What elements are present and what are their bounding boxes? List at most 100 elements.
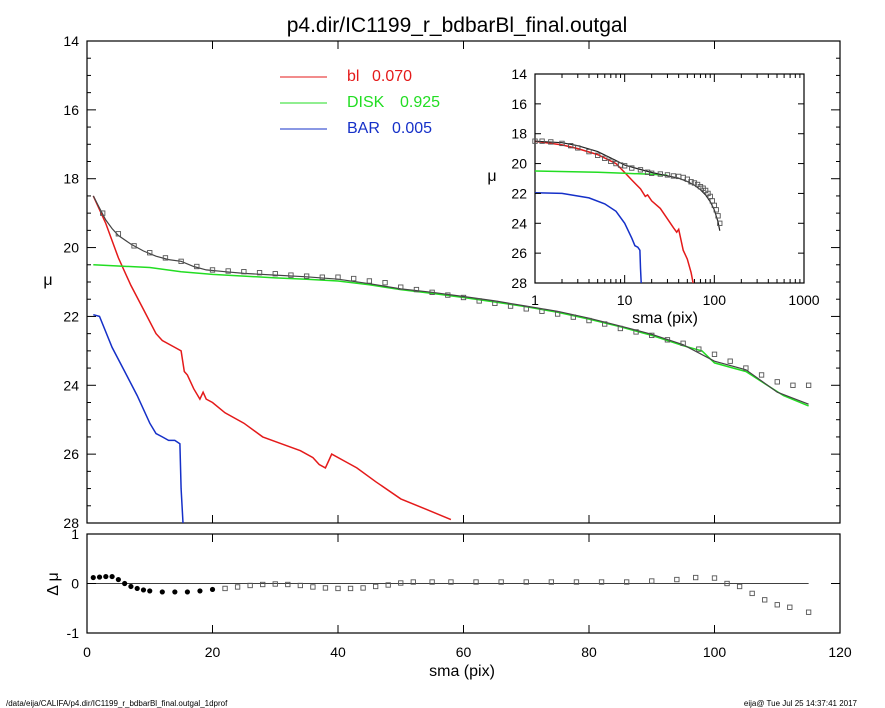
main-y-tick-label-26: 26 xyxy=(63,446,79,462)
legend-value-disk: 0.925 xyxy=(400,94,440,111)
main-y-tick-label-24: 24 xyxy=(63,377,79,393)
residual-point xyxy=(724,580,730,587)
residual-y-tick-label-1: 1 xyxy=(71,526,79,542)
main-y-tick-label-14: 14 xyxy=(63,33,79,49)
inset-data-point xyxy=(657,171,663,177)
main-data-point xyxy=(460,294,467,301)
residual-point xyxy=(222,585,228,592)
main-data-point xyxy=(523,306,529,312)
main-data-point xyxy=(225,268,231,274)
main-data-point xyxy=(586,317,592,324)
main-data-point xyxy=(209,267,216,273)
residual-x-tick-label-40: 40 xyxy=(330,644,346,660)
residual-y-tick-label-0: 0 xyxy=(71,576,79,592)
residual-point xyxy=(147,588,153,594)
residual-point xyxy=(373,583,379,590)
main-series-group xyxy=(92,195,812,524)
residual-point xyxy=(749,590,755,597)
residual-point xyxy=(103,573,109,580)
main-data-point xyxy=(758,372,765,378)
main-data-point xyxy=(413,286,420,293)
residual-point xyxy=(297,582,303,589)
residual-point xyxy=(347,585,354,592)
main-data-point xyxy=(288,272,294,278)
inset-data-point xyxy=(637,167,644,173)
inset-data-point xyxy=(539,138,545,144)
residual-point xyxy=(322,585,329,591)
residual-point xyxy=(115,576,121,583)
residual-point xyxy=(285,581,291,588)
main-data-point xyxy=(633,329,639,335)
residual-point xyxy=(448,579,454,585)
inset-data-point xyxy=(691,180,698,186)
inset-x-tick-label-1000: 1000 xyxy=(788,292,819,308)
residual-point xyxy=(234,584,241,590)
main-data-point xyxy=(303,273,310,279)
residual-x-tick-label-80: 80 xyxy=(581,644,597,660)
main-data-point xyxy=(351,275,357,282)
residual-point xyxy=(310,584,316,590)
main-data-point xyxy=(398,284,404,290)
inset-y-tick-label-14: 14 xyxy=(511,66,527,82)
main-y-axis-label: μ xyxy=(43,272,52,289)
residual-point xyxy=(197,588,203,594)
inset-line-bar xyxy=(534,191,642,284)
residual-point xyxy=(140,587,147,593)
residual-point xyxy=(473,579,479,585)
residual-point xyxy=(272,581,278,587)
main-data-point xyxy=(711,351,718,357)
residual-point xyxy=(649,578,655,584)
legend-label-disk: DISK xyxy=(347,94,385,111)
residual-point xyxy=(247,582,253,589)
main-data-point xyxy=(507,303,514,309)
chart-title: p4.dir/IC1199_r_bdbarBl_final.outgal xyxy=(287,14,628,37)
inset-y-tick-label-20: 20 xyxy=(511,156,527,172)
inset-x-tick-label-1: 1 xyxy=(531,292,539,308)
inset-plot-frame xyxy=(534,73,805,284)
main-data-point xyxy=(570,314,576,320)
inset-data-point xyxy=(649,170,655,176)
inset-data-point xyxy=(664,172,671,178)
inset-data-point xyxy=(568,143,574,149)
main-data-point xyxy=(649,332,655,339)
inset-x-tick-label-10: 10 xyxy=(617,292,633,308)
inset-line-disk xyxy=(534,170,668,176)
main-data-point xyxy=(445,292,451,298)
main-data-point xyxy=(178,258,184,264)
main-data-point xyxy=(366,278,373,284)
legend-value-bar: 0.005 xyxy=(392,120,432,137)
residual-point xyxy=(787,604,793,610)
main-panel: 14 16 18 20 22 24 26 28 μ xyxy=(43,33,841,531)
residual-point xyxy=(498,579,504,585)
residual-x-axis-label: sma (pix) xyxy=(429,663,495,680)
main-data-point xyxy=(115,231,122,237)
inset-line-bl xyxy=(534,140,694,284)
residual-point xyxy=(762,597,768,603)
inset-data-point xyxy=(575,145,581,151)
residual-point xyxy=(624,579,630,585)
main-data-point xyxy=(790,382,796,388)
residual-x-tick-label-0: 0 xyxy=(83,644,91,660)
residual-point xyxy=(122,580,128,587)
residual-x-tick-label-100: 100 xyxy=(703,644,727,660)
inset-data-point xyxy=(629,165,635,171)
footer-file-path: /data/eija/CALIFA/p4.dir/IC1199_r_bdbarB… xyxy=(6,699,228,708)
inset-y-tick-label-18: 18 xyxy=(511,126,527,142)
main-data-point xyxy=(429,289,435,295)
main-data-point xyxy=(664,337,671,343)
inset-data-point xyxy=(670,173,677,179)
main-data-point xyxy=(554,311,561,317)
main-y-tick-label-16: 16 xyxy=(63,102,79,118)
legend-value-bl: 0.070 xyxy=(372,68,412,85)
legend-label-bl: bl xyxy=(347,68,359,85)
main-line-disk xyxy=(93,264,809,407)
main-line-bl xyxy=(92,195,452,521)
inset-data-point xyxy=(548,139,554,145)
inset-data-point xyxy=(586,148,592,155)
main-data-point xyxy=(680,340,686,346)
inset-background xyxy=(535,74,804,283)
main-data-point xyxy=(131,243,137,249)
main-ticks-group: 14 16 18 20 22 24 26 28 xyxy=(63,33,841,531)
residual-point xyxy=(159,589,165,595)
